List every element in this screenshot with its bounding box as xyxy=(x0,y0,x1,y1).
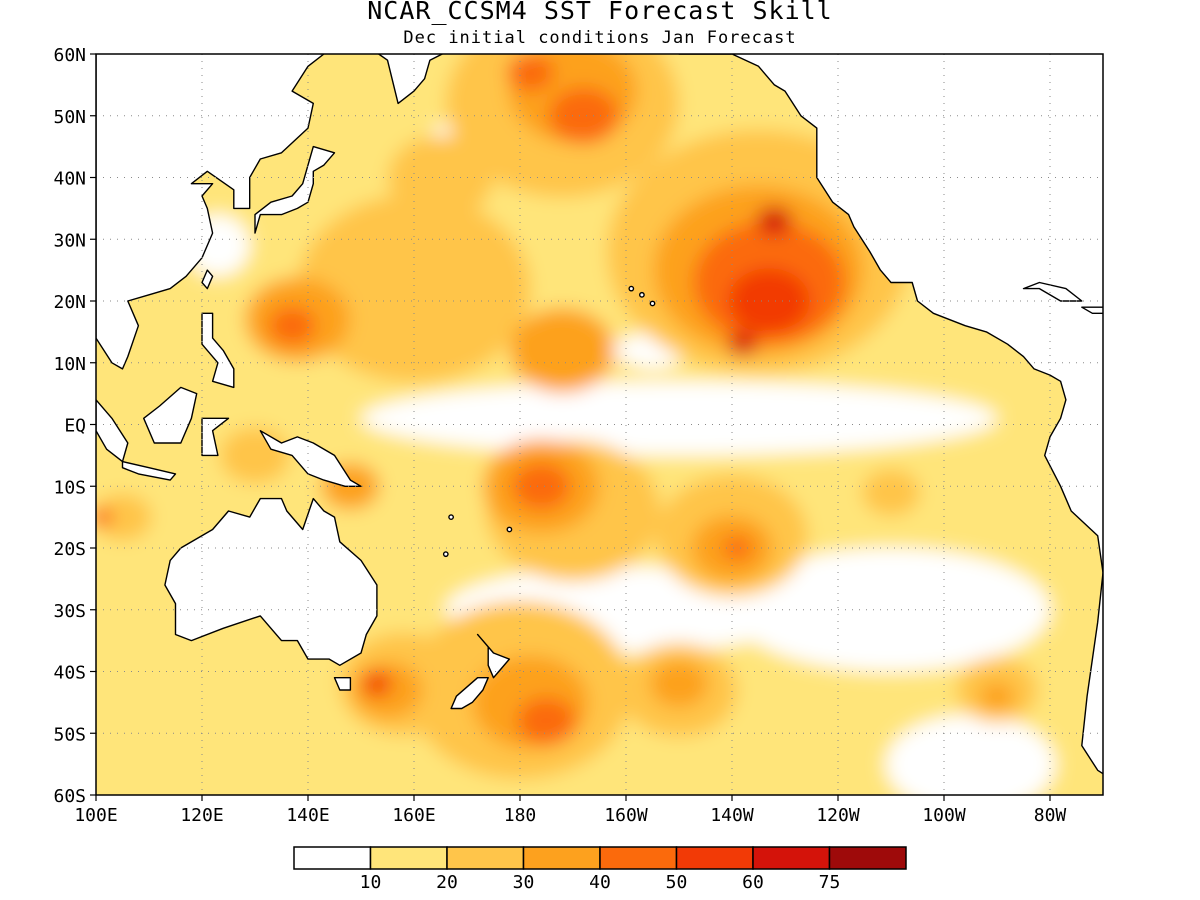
hispaniola-coast xyxy=(1081,306,1103,314)
colorbar-bin xyxy=(369,846,448,870)
low-skill-area xyxy=(732,548,1050,672)
north-america-coast xyxy=(678,54,1103,775)
australia-coast xyxy=(164,497,378,666)
lat-tick-label: EQ xyxy=(64,416,86,437)
lon-tick-label: 140W xyxy=(710,805,754,826)
lat-tick-label: 50S xyxy=(53,724,86,745)
colorbar-label: 10 xyxy=(360,872,382,893)
colorbar-bin xyxy=(522,846,601,870)
island xyxy=(628,285,635,292)
skill-contour xyxy=(861,468,921,516)
map-subtitle: Dec initial conditions Jan Forecast xyxy=(403,28,797,48)
lon-tick-label: 120W xyxy=(816,805,860,826)
skill-contour xyxy=(362,672,392,696)
skill-contour xyxy=(649,660,709,708)
skill-contour xyxy=(268,306,316,345)
java-coast xyxy=(121,460,177,481)
map-title: NCAR_CCSM4 SST Forecast Skill xyxy=(367,0,833,25)
lon-tick-label: 140E xyxy=(286,805,329,826)
skill-contour xyxy=(96,493,152,541)
colorbar-bin xyxy=(828,846,907,870)
lon-tick-label: 100E xyxy=(74,805,117,826)
skill-contour xyxy=(728,268,810,334)
lon-tick-label: 80W xyxy=(1034,805,1067,826)
island xyxy=(448,514,454,521)
skill-contour xyxy=(548,87,619,144)
lat-tick-label: 50N xyxy=(53,107,86,128)
island xyxy=(442,551,449,558)
lon-tick-label: 160E xyxy=(392,805,435,826)
skill-contour xyxy=(512,462,571,510)
colorbar-label: 50 xyxy=(666,872,688,893)
colorbar-bin xyxy=(752,846,831,870)
borneo-coast xyxy=(143,386,198,444)
colorbar-label: 75 xyxy=(819,872,841,893)
tasmania-coast xyxy=(333,677,352,691)
skill-contour xyxy=(722,536,752,560)
new-guinea-coast xyxy=(259,430,362,487)
colorbar-bin xyxy=(675,846,754,870)
island xyxy=(639,291,645,298)
low-skill-area xyxy=(361,381,997,456)
colorbar-label: 30 xyxy=(513,872,535,893)
lon-tick-label: 120E xyxy=(180,805,223,826)
lat-tick-label: 30N xyxy=(53,230,86,251)
cuba-coast xyxy=(1022,281,1083,302)
colorbar-label: 20 xyxy=(436,872,458,893)
asia-coast xyxy=(96,54,325,370)
lat-tick-label: 60S xyxy=(53,786,86,807)
taiwan-coast xyxy=(201,269,214,290)
skill-contour xyxy=(979,682,1015,711)
lat-tick-label: 40S xyxy=(53,663,86,684)
lat-tick-label: 20S xyxy=(53,539,86,560)
skill-contour xyxy=(96,507,113,527)
colorbar-bin xyxy=(599,846,678,870)
skill-contour xyxy=(517,697,576,745)
skill-contour xyxy=(728,332,758,356)
lon-tick-label: 180 xyxy=(504,805,537,826)
island xyxy=(649,300,656,307)
skill-contour xyxy=(388,135,493,220)
skill-contour xyxy=(297,194,531,383)
low-skill-area xyxy=(885,714,1056,795)
new-zealand-north xyxy=(476,633,511,679)
lat-tick-label: 30S xyxy=(53,601,86,622)
lat-tick-label: 10N xyxy=(53,354,86,375)
lat-tick-label: 60N xyxy=(53,45,86,66)
new-zealand-south xyxy=(450,677,489,710)
skill-contour xyxy=(507,54,554,92)
japan-coast xyxy=(254,145,336,234)
colorbar-bin xyxy=(446,846,525,870)
lat-tick-label: 40N xyxy=(53,169,86,190)
colorbar-label: 40 xyxy=(589,872,611,893)
sulawesi-coast xyxy=(201,417,230,457)
lat-tick-label: 10S xyxy=(53,477,86,498)
lon-tick-label: 160W xyxy=(604,805,648,826)
kamchatka-coast xyxy=(377,54,444,105)
skill-contour xyxy=(220,427,290,484)
skill-contour xyxy=(509,308,615,393)
lat-tick-label: 20N xyxy=(53,292,86,313)
island xyxy=(506,526,513,533)
skill-contour xyxy=(756,206,792,235)
philippines-coast xyxy=(201,312,235,389)
skill-field xyxy=(96,54,1103,795)
colorbar-bin xyxy=(293,846,372,870)
lon-tick-label: 100W xyxy=(922,805,966,826)
colorbar-label: 60 xyxy=(742,872,764,893)
